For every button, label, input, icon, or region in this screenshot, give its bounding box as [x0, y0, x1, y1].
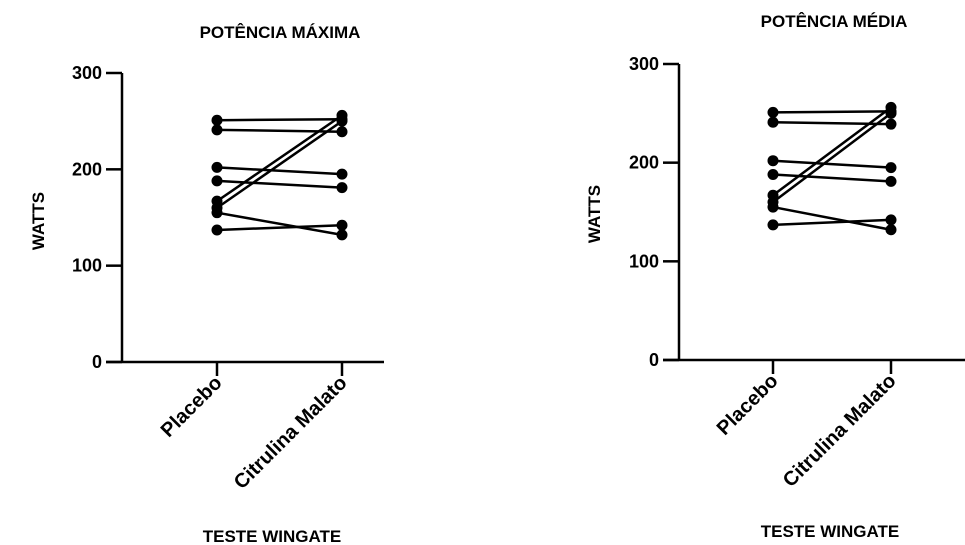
series-line — [772, 112, 892, 204]
series-line — [216, 179, 343, 189]
data-point — [885, 214, 897, 226]
data-point — [336, 115, 348, 127]
series-lines — [216, 114, 343, 237]
data-point — [211, 207, 223, 219]
data-point — [336, 168, 348, 180]
data-point — [211, 175, 223, 187]
series-line — [216, 117, 343, 122]
y-tick-label: 0 — [649, 350, 659, 370]
y-ticks: 0 100 200 300 — [629, 54, 679, 370]
y-tick-label: 200 — [72, 159, 102, 179]
series-points — [767, 101, 897, 236]
series-line — [216, 114, 343, 203]
data-point — [885, 162, 897, 174]
data-point — [336, 229, 348, 241]
data-point — [767, 201, 779, 213]
x-axis-label: TESTE WINGATE — [761, 522, 900, 541]
series-line — [216, 120, 343, 209]
y-tick-label: 100 — [629, 251, 659, 271]
y-tick-label: 100 — [72, 256, 102, 276]
y-ticks: 0 100 200 300 — [72, 63, 122, 372]
chart-title: POTÊNCIA MÁXIMA — [200, 23, 361, 42]
series-line — [216, 211, 343, 237]
series-line — [216, 128, 343, 134]
y-tick-label: 200 — [629, 153, 659, 173]
data-point — [885, 224, 897, 236]
x-tick-label: Placebo — [713, 370, 783, 440]
data-point — [336, 182, 348, 194]
data-point — [885, 175, 897, 187]
chart-panel-potencia-maxima: POTÊNCIA MÁXIMA WATTS TESTE WINGATE 0 100… — [29, 23, 384, 545]
y-axis-label: WATTS — [29, 192, 48, 250]
data-point — [211, 124, 223, 136]
series-line — [772, 159, 892, 169]
data-point — [211, 114, 223, 126]
axes — [106, 73, 384, 364]
x-axis-label: TESTE WINGATE — [203, 527, 342, 545]
data-point — [211, 224, 223, 236]
data-point — [885, 118, 897, 130]
series-line — [772, 110, 892, 114]
data-point — [767, 155, 779, 167]
axes — [663, 64, 965, 362]
chart-title: POTÊNCIA MÉDIA — [761, 12, 908, 31]
data-point — [767, 106, 779, 118]
chart-panel-potencia-media: POTÊNCIA MÉDIA WATTS TESTE WINGATE 0 100 2… — [585, 12, 965, 541]
data-point — [767, 116, 779, 128]
data-point — [885, 107, 897, 119]
y-tick-label: 300 — [629, 54, 659, 74]
series-line — [772, 106, 892, 197]
series-line — [216, 166, 343, 176]
y-tick-label: 0 — [92, 352, 102, 372]
data-point — [767, 169, 779, 181]
series-line — [772, 218, 892, 227]
series-lines — [772, 106, 892, 231]
series-line — [772, 173, 892, 183]
series-line — [772, 205, 892, 231]
series-line — [216, 223, 343, 232]
y-tick-label: 300 — [72, 63, 102, 83]
data-point — [211, 161, 223, 173]
series-points — [211, 109, 348, 241]
data-point — [336, 126, 348, 138]
x-tick-label: Citrulina Malato — [779, 370, 901, 492]
x-tick-label: Placebo — [157, 372, 227, 442]
y-axis-label: WATTS — [585, 185, 604, 243]
data-point — [767, 219, 779, 231]
x-tick-label: Citrulina Malato — [230, 372, 352, 494]
series-line — [772, 120, 892, 126]
data-point — [336, 219, 348, 231]
